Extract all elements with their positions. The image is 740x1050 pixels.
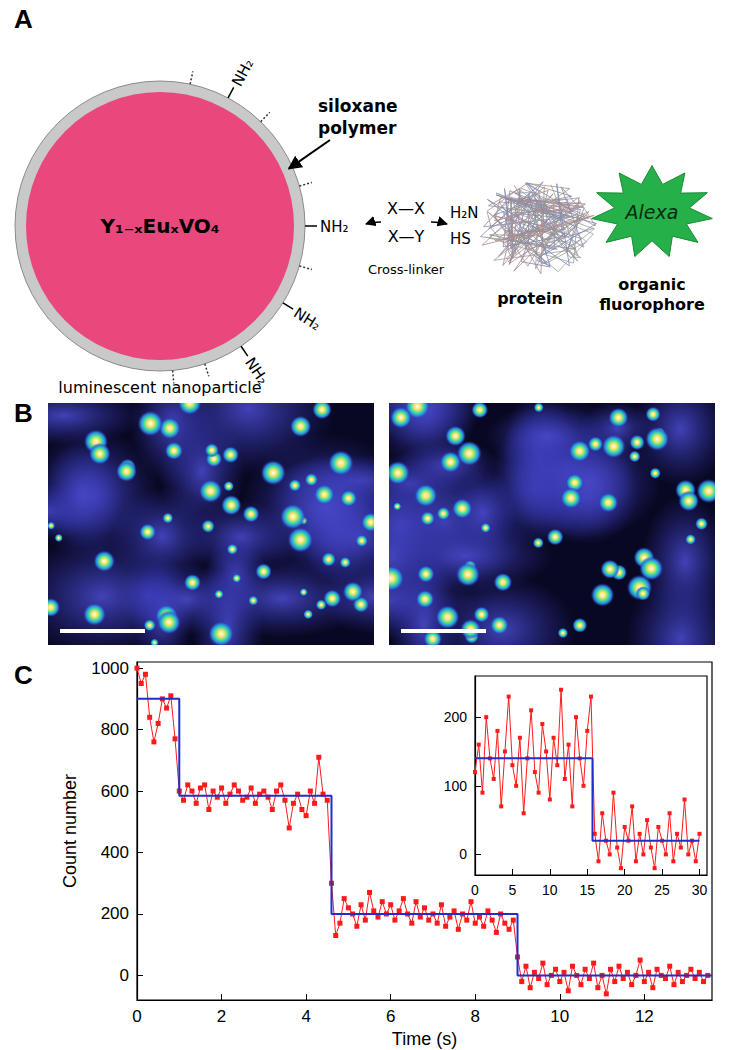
- svg-text:0: 0: [459, 846, 467, 862]
- svg-text:siloxane: siloxane: [318, 96, 398, 116]
- svg-text:12: 12: [635, 1007, 654, 1026]
- svg-text:1000: 1000: [91, 659, 129, 678]
- svg-text:8: 8: [471, 1007, 480, 1026]
- svg-text:C: C: [14, 660, 33, 690]
- svg-text:X—X: X—X: [387, 199, 425, 218]
- svg-text:protein: protein: [497, 289, 563, 308]
- svg-text:polymer: polymer: [318, 118, 397, 138]
- svg-text:4: 4: [301, 1007, 310, 1026]
- svg-text:2: 2: [217, 1007, 226, 1026]
- svg-text:Time (s): Time (s): [392, 1029, 457, 1049]
- svg-text:NH₂: NH₂: [290, 304, 324, 334]
- svg-text:Count number: Count number: [60, 774, 80, 888]
- svg-text:B: B: [14, 398, 33, 428]
- svg-text:NH₂: NH₂: [228, 56, 257, 90]
- svg-text:5: 5: [509, 882, 517, 898]
- svg-text:600: 600: [101, 782, 129, 801]
- svg-text:0: 0: [471, 882, 479, 898]
- svg-text:Y₁₋ₓEuₓVO₄: Y₁₋ₓEuₓVO₄: [99, 214, 219, 238]
- svg-text:luminescent nanoparticle: luminescent nanoparticle: [58, 378, 261, 397]
- svg-text:0: 0: [132, 1007, 141, 1026]
- svg-text:30: 30: [692, 882, 708, 898]
- svg-text:20: 20: [617, 882, 633, 898]
- svg-text:15: 15: [579, 882, 595, 898]
- svg-text:organic: organic: [618, 275, 686, 294]
- svg-text:6: 6: [386, 1007, 395, 1026]
- svg-text:Cross-linker: Cross-linker: [368, 262, 445, 277]
- svg-text:800: 800: [101, 720, 129, 739]
- svg-text:H₂N: H₂N: [450, 204, 479, 222]
- svg-text:NH₂: NH₂: [241, 354, 272, 388]
- svg-text:200: 200: [444, 709, 468, 725]
- svg-text:100: 100: [444, 778, 468, 794]
- svg-text:10: 10: [542, 882, 558, 898]
- svg-text:Alexa: Alexa: [624, 201, 679, 223]
- svg-text:25: 25: [654, 882, 670, 898]
- svg-text:200: 200: [101, 904, 129, 923]
- svg-text:400: 400: [101, 843, 129, 862]
- svg-text:0: 0: [120, 966, 129, 985]
- svg-text:A: A: [14, 4, 33, 34]
- svg-text:X—Y: X—Y: [388, 227, 425, 246]
- svg-text:HS: HS: [450, 230, 471, 248]
- svg-text:NH₂: NH₂: [320, 218, 349, 236]
- svg-text:fluorophore: fluorophore: [599, 295, 705, 314]
- svg-text:10: 10: [550, 1007, 569, 1026]
